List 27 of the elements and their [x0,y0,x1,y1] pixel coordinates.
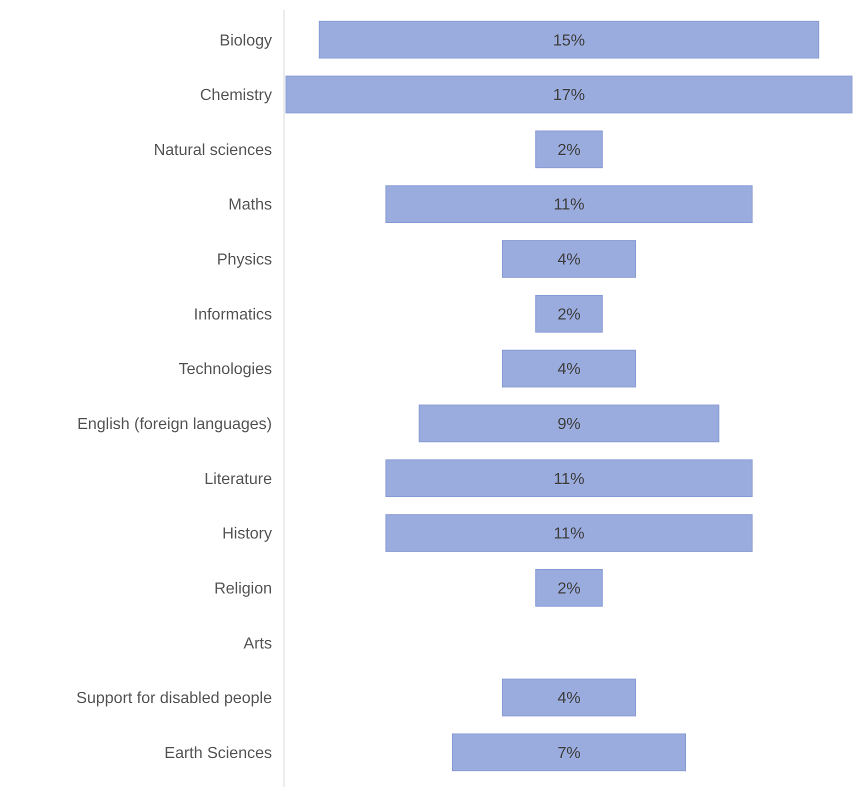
category-label: Technologies [178,361,272,378]
category-label: Biology [220,32,272,50]
data-label: 15% [552,32,586,50]
category-label: History [222,526,272,543]
category-label: Informatics [194,306,272,324]
data-label: 2% [557,306,581,324]
category-label: English (foreign languages) [77,416,272,434]
category-label: Chemistry [200,87,272,104]
category-label: Arts [244,635,272,652]
data-label: 11% [554,196,584,214]
category-label: Physics [216,252,272,269]
category-label: Maths [228,196,272,214]
category-label: Earth Sciences [164,744,272,762]
data-label: 2% [557,580,581,598]
data-label: 7% [557,744,581,762]
data-label: 2% [557,142,581,159]
data-label: 9% [557,416,581,434]
category-label: Religion [214,580,272,598]
category-label: Natural sciences [154,142,272,159]
data-label: 17% [552,87,586,104]
data-label: 11% [554,526,584,543]
data-label: 4% [557,690,581,708]
data-label: 4% [557,252,581,269]
category-label: Support for disabled people [76,690,272,708]
data-label: 11% [554,470,584,488]
data-label: 4% [557,361,581,378]
category-label: Literature [204,470,272,488]
